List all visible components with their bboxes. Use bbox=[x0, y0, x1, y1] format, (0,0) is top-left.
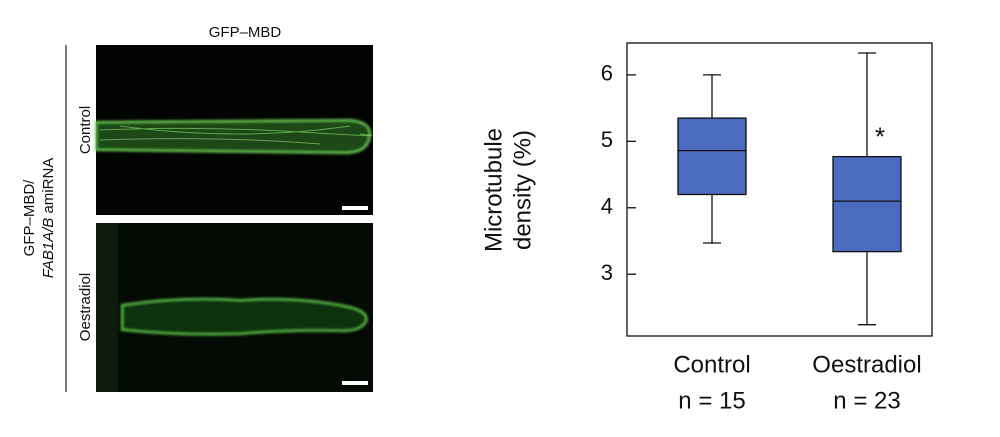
scale-bar bbox=[342, 381, 368, 385]
scale-bar bbox=[342, 206, 368, 210]
box bbox=[832, 155, 902, 253]
y-tick-label: 4 bbox=[601, 194, 613, 219]
tube-texture bbox=[99, 125, 372, 145]
y-axis-label: density (%) bbox=[509, 130, 536, 250]
y-tick-label: 3 bbox=[601, 260, 613, 285]
y-axis-label: Microtubule bbox=[480, 128, 507, 252]
micrograph-panels bbox=[65, 45, 373, 392]
tube-oestradiol bbox=[121, 297, 368, 336]
annotation: * bbox=[875, 121, 885, 151]
panel-title: GFP–MBD bbox=[209, 24, 282, 41]
x-tick-label: Oestradiol bbox=[812, 351, 921, 378]
sample-size: n = 23 bbox=[833, 387, 900, 414]
plot-frame bbox=[626, 42, 933, 337]
sample-size: n = 15 bbox=[678, 387, 745, 414]
row-label: Oestradiol bbox=[77, 273, 94, 341]
side-label: FAB1A/B amiRNA bbox=[40, 158, 57, 279]
side-label: GFP–MBD/ bbox=[21, 179, 38, 257]
edge-glow bbox=[96, 223, 118, 392]
y-tick-label: 6 bbox=[601, 61, 613, 86]
side-label-gene: FAB1A/B bbox=[40, 218, 57, 279]
box bbox=[677, 117, 747, 196]
y-tick-label: 5 bbox=[601, 127, 613, 152]
x-tick-label: Control bbox=[673, 351, 750, 378]
side-label-rest: amiRNA bbox=[40, 158, 57, 214]
row-label: Control bbox=[77, 106, 94, 154]
tube-control bbox=[95, 118, 372, 155]
